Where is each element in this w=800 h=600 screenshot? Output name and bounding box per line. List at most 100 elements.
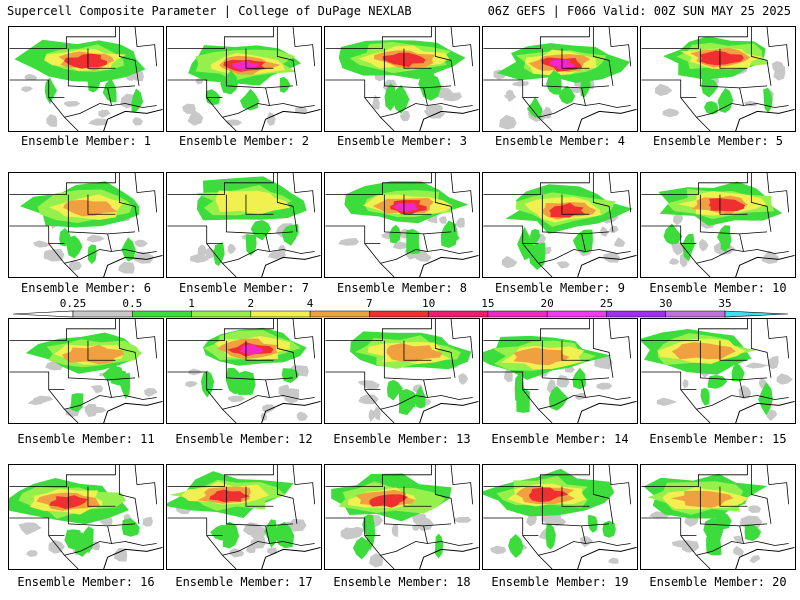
state-boundary [167, 371, 223, 391]
state-boundary [766, 27, 790, 67]
state-boundary [403, 48, 432, 69]
gray-speckle [86, 234, 105, 243]
state-boundary [403, 340, 432, 361]
member-map-18 [324, 464, 480, 570]
gray-speckle [48, 540, 65, 554]
green-streak [87, 74, 101, 93]
state-boundary [434, 27, 456, 86]
gray-speckle [278, 384, 291, 398]
green-streak [682, 233, 695, 262]
member-map-graphic [641, 465, 795, 569]
gray-speckle [295, 105, 308, 114]
state-boundary [265, 379, 315, 400]
state-boundary [719, 194, 748, 215]
gray-speckle [454, 516, 472, 523]
member-map-graphic [167, 465, 321, 569]
member-map-graphic [641, 319, 795, 423]
state-boundary [87, 48, 116, 69]
member-map-6 [8, 172, 164, 278]
gray-speckle [613, 237, 626, 247]
member-label: Ensemble Member: 14 [491, 432, 629, 446]
member-map-3 [324, 26, 480, 132]
state-boundary [265, 525, 315, 546]
gray-speckle [765, 409, 778, 421]
member-map-14 [482, 318, 638, 424]
green-streak [392, 84, 410, 114]
member-map-graphic [167, 319, 321, 423]
green-streak [558, 85, 576, 105]
gray-speckle [267, 250, 287, 260]
state-boundary [719, 486, 748, 507]
state-boundary [750, 319, 772, 378]
state-boundary [292, 319, 316, 359]
state-boundary [483, 27, 590, 49]
state-boundary [67, 48, 136, 89]
scp-contour [708, 198, 745, 212]
coastline [261, 546, 321, 569]
scp-contour [670, 490, 734, 508]
gray-speckle [98, 109, 111, 119]
green-streak [744, 524, 762, 541]
member-label: Ensemble Member: 16 [17, 575, 155, 589]
state-boundary [608, 27, 632, 67]
coastline [577, 254, 637, 277]
green-streak [434, 533, 444, 559]
coastline [103, 546, 163, 569]
member-map-graphic [325, 319, 479, 423]
state-boundary [167, 27, 274, 49]
member-label: Ensemble Member: 15 [649, 432, 787, 446]
state-boundary [483, 79, 539, 99]
gray-speckle [672, 213, 684, 226]
green-streak [526, 96, 543, 118]
state-boundary [592, 27, 614, 86]
state-boundary [538, 103, 586, 118]
state-boundary [245, 486, 274, 507]
state-boundary [423, 525, 473, 546]
state-boundary [561, 48, 590, 69]
state-boundary [739, 233, 789, 254]
member-label: Ensemble Member: 7 [178, 281, 310, 295]
gray-speckle [190, 256, 210, 263]
scp-contour [232, 60, 259, 72]
colorbar-segment [250, 310, 311, 318]
gray-speckle [608, 225, 619, 234]
state-boundary [167, 465, 274, 487]
state-boundary [9, 27, 116, 49]
state-boundary [423, 379, 473, 400]
gray-speckle [608, 557, 619, 564]
member-map-graphic [167, 27, 321, 131]
green-streak [131, 88, 144, 112]
coastline [103, 254, 163, 277]
gray-speckle [771, 61, 785, 74]
state-boundary [541, 194, 610, 235]
state-boundary [641, 319, 748, 341]
coastline [735, 108, 795, 131]
state-boundary [222, 249, 270, 264]
member-map-graphic [9, 173, 163, 277]
state-boundary [383, 48, 452, 89]
colorbar-segment [487, 310, 548, 318]
gray-speckle [767, 355, 779, 370]
state-boundary [167, 79, 223, 99]
colorbar-segment [309, 310, 370, 318]
member-map-graphic [641, 27, 795, 131]
state-boundary [699, 340, 768, 381]
gray-speckle [414, 251, 432, 262]
state-boundary [581, 379, 631, 400]
state-boundary [9, 319, 116, 341]
green-streak [528, 242, 546, 271]
gray-speckle [187, 109, 204, 126]
state-boundary [450, 319, 474, 359]
gray-speckle [182, 103, 196, 115]
green-streak [245, 234, 257, 256]
gray-speckle [229, 548, 245, 558]
state-boundary [118, 27, 140, 86]
green-streak [731, 362, 745, 382]
gray-speckle [88, 118, 108, 126]
state-boundary [167, 319, 274, 341]
state-boundary [167, 173, 274, 195]
run-info: 06Z GEFS | F066 Valid: 00Z SUN MAY 25 20… [487, 4, 791, 18]
state-boundary [581, 525, 631, 546]
gray-speckle [245, 544, 256, 554]
state-boundary [225, 486, 294, 527]
